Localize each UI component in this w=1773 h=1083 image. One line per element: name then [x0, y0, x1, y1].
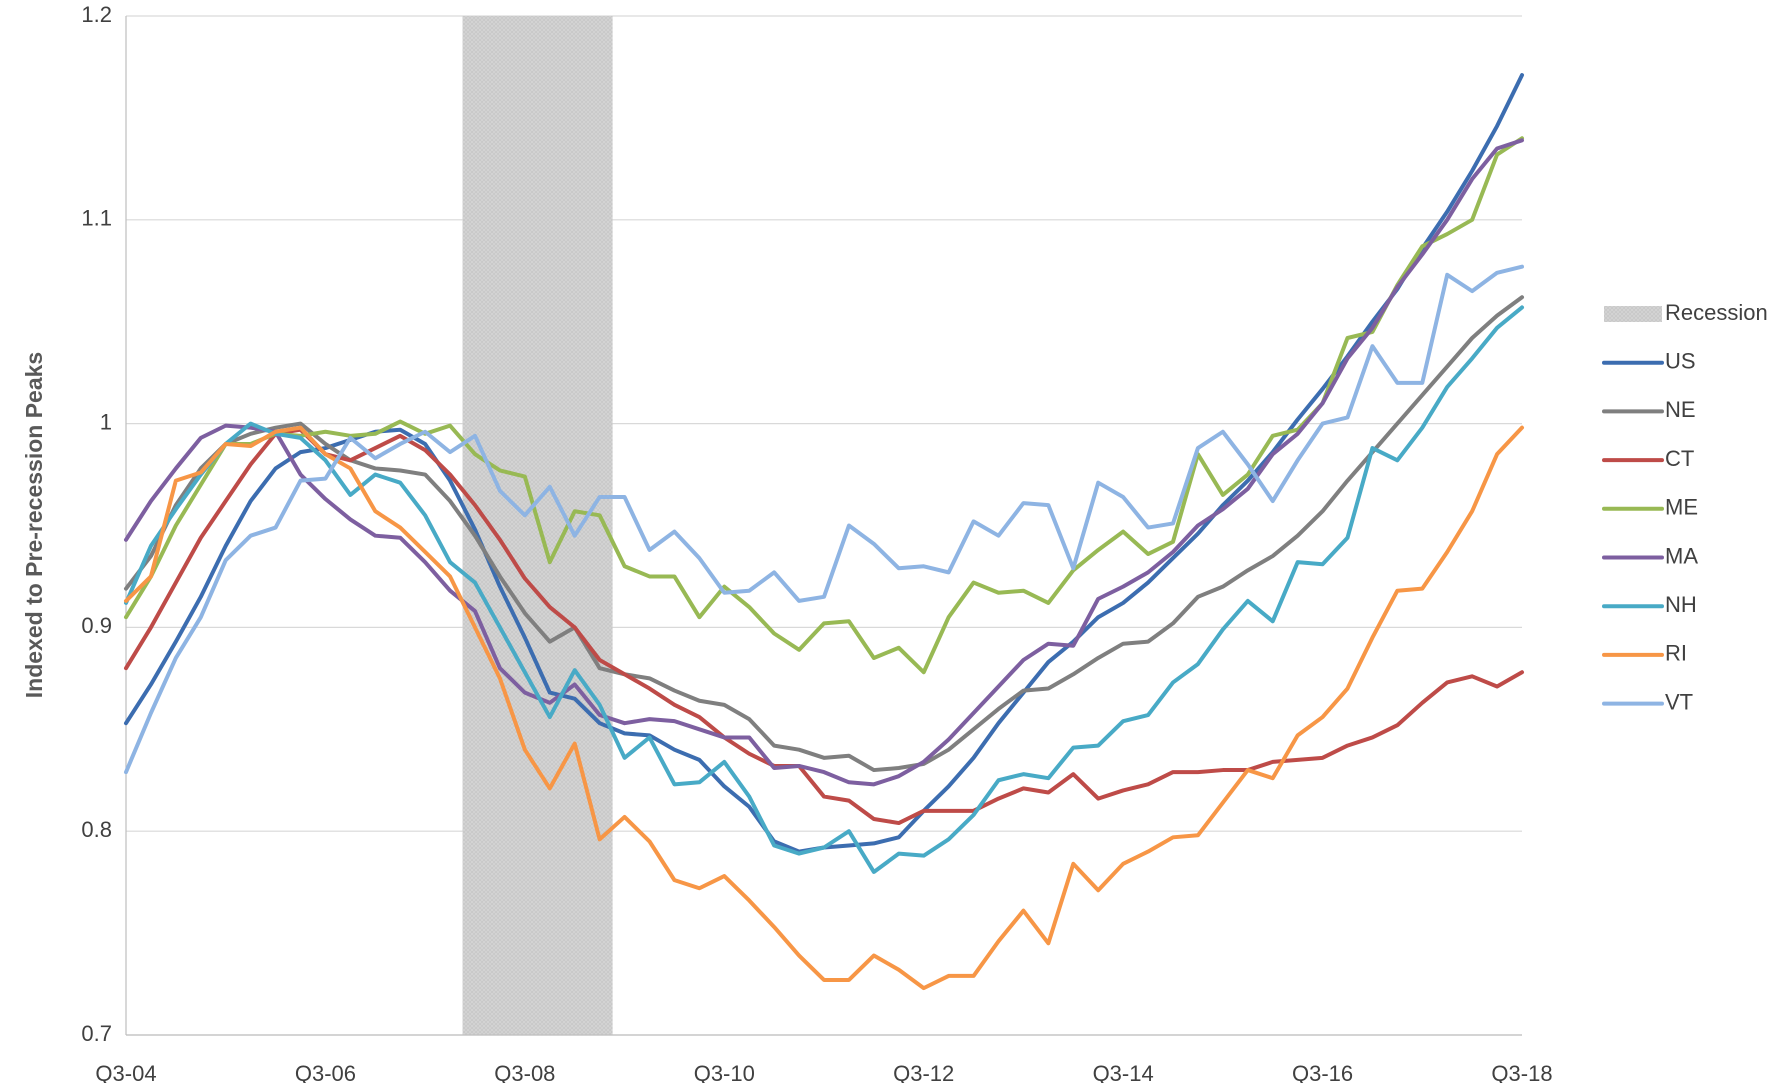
series-line	[124, 425, 1524, 991]
x-tick-label: Q3-14	[1093, 1061, 1154, 1083]
x-tick-label: Q3-04	[95, 1061, 156, 1083]
legend-label: MA	[1665, 543, 1698, 568]
series-line	[124, 264, 1524, 775]
y-axis-label: Indexed to Pre-recession Peaks	[21, 352, 47, 698]
legend-label: ME	[1665, 495, 1698, 520]
series-line	[124, 138, 1524, 787]
legend-label: RI	[1665, 641, 1687, 666]
x-tick-label: Q3-18	[1491, 1061, 1552, 1083]
y-tick-label: 1.2	[81, 2, 112, 27]
legend-label: NE	[1665, 397, 1696, 422]
legend-label: NH	[1665, 592, 1697, 617]
x-tick-label: Q3-06	[295, 1061, 356, 1083]
recession-bar	[512, 16, 538, 1035]
series-line	[124, 136, 1524, 675]
series-line	[124, 295, 1524, 773]
recession-bar	[587, 16, 613, 1035]
series-line	[124, 305, 1524, 874]
y-tick-label: 0.7	[81, 1021, 112, 1046]
legend-label: Recession	[1665, 300, 1768, 325]
series-line	[124, 427, 1524, 826]
recession-bar	[537, 16, 563, 1035]
x-tick-label: Q3-12	[893, 1061, 954, 1083]
y-tick-label: 0.9	[81, 613, 112, 638]
x-tick-label: Q3-16	[1292, 1061, 1353, 1083]
y-tick-label: 0.8	[81, 817, 112, 842]
y-tick-label: 1.1	[81, 206, 112, 231]
legend-label: US	[1665, 349, 1696, 374]
x-tick-label: Q3-10	[694, 1061, 755, 1083]
legend-label: CT	[1665, 446, 1694, 471]
y-tick-label: 1	[100, 409, 112, 434]
legend-label: VT	[1665, 689, 1693, 714]
x-tick-label: Q3-08	[494, 1061, 555, 1083]
legend-swatch	[1604, 306, 1662, 322]
